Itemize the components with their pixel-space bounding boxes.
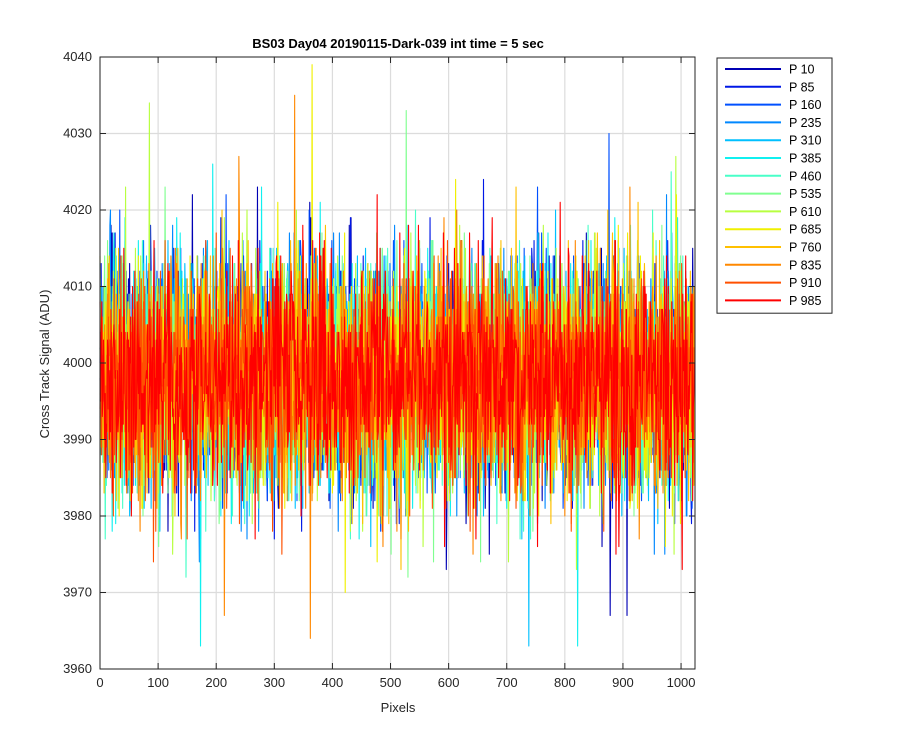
x-tick-label: 600 — [438, 675, 460, 690]
x-tick-label: 800 — [554, 675, 576, 690]
y-tick-label: 3980 — [63, 508, 92, 523]
x-tick-label: 300 — [263, 675, 285, 690]
x-tick-label: 500 — [380, 675, 402, 690]
legend-label: P 610 — [789, 205, 821, 219]
x-axis: 0 100 200 300 400 500 600 700 800 900 1000 — [96, 57, 696, 690]
y-axis: 3960 3970 3980 3990 4000 4010 4020 4030 4040 — [63, 49, 695, 676]
legend-label: P 460 — [789, 169, 821, 183]
legend-label: P 985 — [789, 294, 821, 308]
y-tick-label: 4010 — [63, 279, 92, 294]
legend-label: P 10 — [789, 63, 815, 77]
x-tick-label: 900 — [612, 675, 634, 690]
y-tick-label: 4020 — [63, 202, 92, 217]
chart-title: BS03 Day04 20190115-Dark-039 int time = … — [252, 36, 544, 51]
legend-label: P 535 — [789, 187, 821, 201]
legend-label: P 160 — [789, 98, 821, 112]
legend-label: P 85 — [789, 80, 815, 94]
legend-label: P 685 — [789, 223, 821, 237]
series-line-p985 — [99, 194, 695, 571]
x-tick-label: 1000 — [667, 675, 696, 690]
x-tick-label: 700 — [496, 675, 518, 690]
y-tick-label: 3960 — [63, 661, 92, 676]
legend: P 10 P 85 P 160 P 235 P 310 P 385 P 460 P 535 P … — [716, 57, 833, 314]
x-tick-label: 0 — [96, 675, 103, 690]
legend-label: P 310 — [789, 134, 821, 148]
x-tick-label: 400 — [322, 675, 344, 690]
y-tick-label: 3970 — [63, 585, 92, 600]
legend-label: P 910 — [789, 276, 821, 290]
x-axis-label: Pixels — [381, 700, 416, 715]
legend-label: P 760 — [789, 241, 821, 255]
legend-label: P 385 — [789, 152, 821, 166]
x-tick-label: 200 — [205, 675, 227, 690]
y-axis-label: Cross Track Signal (ADU) — [37, 290, 52, 439]
legend-box — [716, 57, 833, 314]
legend-label: P 235 — [789, 116, 821, 130]
y-tick-label: 4000 — [63, 355, 92, 370]
legend-label: P 835 — [789, 258, 821, 272]
y-tick-label: 4040 — [63, 49, 92, 64]
series-layer — [99, 64, 695, 647]
y-tick-label: 3990 — [63, 432, 92, 447]
x-tick-label: 100 — [147, 675, 169, 690]
y-tick-label: 4030 — [63, 126, 92, 141]
